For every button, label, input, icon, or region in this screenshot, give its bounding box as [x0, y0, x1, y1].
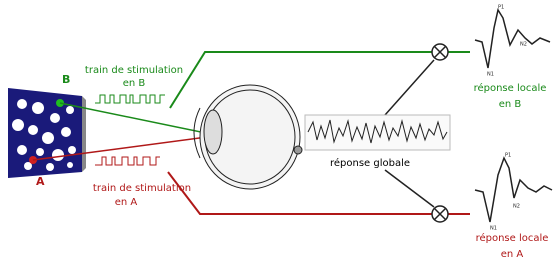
peak-label: N1 — [487, 72, 494, 78]
diagram: B A train de stimulation en B train de s… — [0, 0, 558, 261]
peak-label: P1 — [498, 5, 504, 11]
train-b-sublabel: en B — [123, 78, 146, 89]
peak-label: N2 — [520, 42, 527, 48]
wire-b — [170, 52, 432, 108]
eye — [194, 85, 302, 189]
wire-global-a — [385, 170, 434, 207]
local-b-sublabel: en B — [499, 99, 522, 110]
train-b-label: train de stimulation — [85, 65, 183, 76]
local-trace-a — [475, 158, 552, 222]
local-a-label: réponse locale — [476, 232, 549, 244]
global-response-label: réponse globale — [330, 157, 410, 169]
page: B A train de stimulation en B train de s… — [0, 0, 558, 261]
train-a — [95, 157, 160, 165]
local-a-sublabel: en A — [501, 249, 524, 260]
train-b — [95, 95, 165, 103]
train-a-label: train de stimulation — [93, 183, 191, 194]
local-b-label: réponse locale — [474, 82, 547, 94]
peak-label: N1 — [490, 226, 497, 232]
wire-global-b — [385, 60, 434, 115]
label-a: A — [36, 175, 45, 188]
peak-label: P1 — [505, 153, 511, 159]
label-b: B — [62, 73, 70, 86]
peak-label: N2 — [513, 204, 520, 210]
wire-a — [168, 172, 432, 214]
train-a-sublabel: en A — [115, 197, 138, 208]
local-trace-b — [475, 10, 550, 68]
